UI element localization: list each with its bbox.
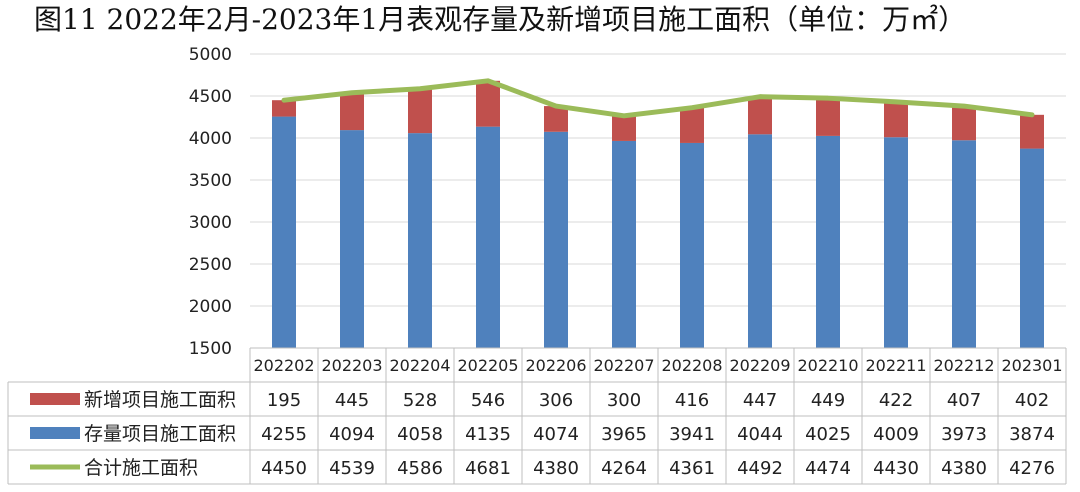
bar-new [408, 88, 432, 134]
x-tick-label: 202203 [321, 356, 382, 375]
data-label: 306 [539, 390, 573, 411]
bar-stock [816, 135, 840, 348]
data-label: 4009 [873, 424, 919, 445]
bar-stock [680, 142, 704, 348]
y-tick-label: 4500 [189, 87, 232, 107]
bar-stock [408, 133, 432, 348]
bar-new [748, 96, 772, 135]
x-tick-label: 202210 [797, 356, 858, 375]
data-label: 195 [267, 390, 301, 411]
x-tick-label: 202204 [389, 356, 450, 375]
data-label: 4450 [261, 458, 307, 479]
legend-label: 合计施工面积 [84, 457, 198, 479]
bar-stock [748, 134, 772, 348]
data-label: 3965 [601, 424, 647, 445]
data-label: 4586 [397, 458, 443, 479]
y-tick-label: 2500 [189, 255, 232, 275]
bar-new [612, 115, 636, 141]
x-tick-label: 202212 [933, 356, 994, 375]
total-line [281, 78, 1035, 119]
bar-new [1020, 114, 1044, 149]
bar-new [884, 101, 908, 138]
data-label: 416 [675, 390, 709, 411]
data-label: 4074 [533, 424, 579, 445]
data-label: 4474 [805, 458, 851, 479]
data-label: 4539 [329, 458, 375, 479]
y-tick-label: 3000 [189, 213, 232, 233]
legend-label: 存量项目施工面积 [84, 423, 236, 445]
bar-stock [884, 137, 908, 348]
bar-new [340, 92, 364, 131]
data-label: 4135 [465, 424, 511, 445]
x-tick-label: 202207 [593, 356, 654, 375]
data-label: 4492 [737, 458, 783, 479]
bar-new [952, 106, 976, 141]
data-label: 407 [947, 390, 981, 411]
legend-key-bar [30, 427, 80, 439]
chart-title: 图11 2022年2月-2023年1月表观存量及新增项目施工面积（单位：万㎡） [34, 3, 967, 36]
data-label: 422 [879, 390, 913, 411]
data-label: 402 [1015, 390, 1049, 411]
data-label: 528 [403, 390, 437, 411]
y-tick-label: 3500 [189, 171, 232, 191]
bar-stock [476, 126, 500, 348]
legend-label: 新增项目施工面积 [84, 389, 236, 411]
data-label: 4264 [601, 458, 647, 479]
x-tick-label: 202202 [253, 356, 314, 375]
legend-key-bar [30, 393, 80, 405]
x-tick-label: 202209 [729, 356, 790, 375]
data-label: 3874 [1009, 424, 1055, 445]
data-label: 4044 [737, 424, 783, 445]
data-label: 4681 [465, 458, 511, 479]
y-tick-label: 2000 [189, 297, 232, 317]
x-tick-label: 202211 [865, 356, 926, 375]
data-label: 300 [607, 390, 641, 411]
bar-new [544, 106, 568, 132]
data-label: 447 [743, 390, 777, 411]
data-label: 4380 [941, 458, 987, 479]
x-tick-label: 202206 [525, 356, 586, 375]
bar-stock [1020, 148, 1044, 348]
line-total [281, 78, 1035, 119]
data-label: 4361 [669, 458, 715, 479]
bar-new [680, 108, 704, 143]
grid-lines [250, 53, 1066, 349]
data-label: 4430 [873, 458, 919, 479]
bar-stock [272, 116, 296, 348]
data-label: 445 [335, 390, 369, 411]
x-tick-label: 202301 [1001, 356, 1062, 375]
bar-new [816, 98, 840, 136]
x-tick-label: 202208 [661, 356, 722, 375]
data-label: 4276 [1009, 458, 1055, 479]
bar-stock [544, 131, 568, 348]
x-tick-label: 202205 [457, 356, 518, 375]
y-tick-label: 1500 [189, 339, 232, 359]
data-label: 4058 [397, 424, 443, 445]
data-label: 4380 [533, 458, 579, 479]
data-label: 546 [471, 390, 505, 411]
data-label: 4094 [329, 424, 375, 445]
data-label: 449 [811, 390, 845, 411]
bar-stock [952, 140, 976, 348]
y-tick-label: 4000 [189, 129, 232, 149]
bars [272, 80, 1044, 348]
y-tick-label: 5000 [189, 45, 232, 65]
bar-stock [340, 130, 364, 348]
data-label: 3973 [941, 424, 987, 445]
data-label: 3941 [669, 424, 715, 445]
bar-stock [612, 140, 636, 348]
data-label: 4255 [261, 424, 307, 445]
data-label: 4025 [805, 424, 851, 445]
data-table: 202202 202203 202204 202205 202206 202207 2022… [7, 347, 1067, 485]
bar-new [272, 100, 296, 117]
y-axis-ticks: 1500 2000 2500 3000 3500 4000 4500 5000 [189, 45, 232, 359]
bar-new [476, 80, 500, 127]
